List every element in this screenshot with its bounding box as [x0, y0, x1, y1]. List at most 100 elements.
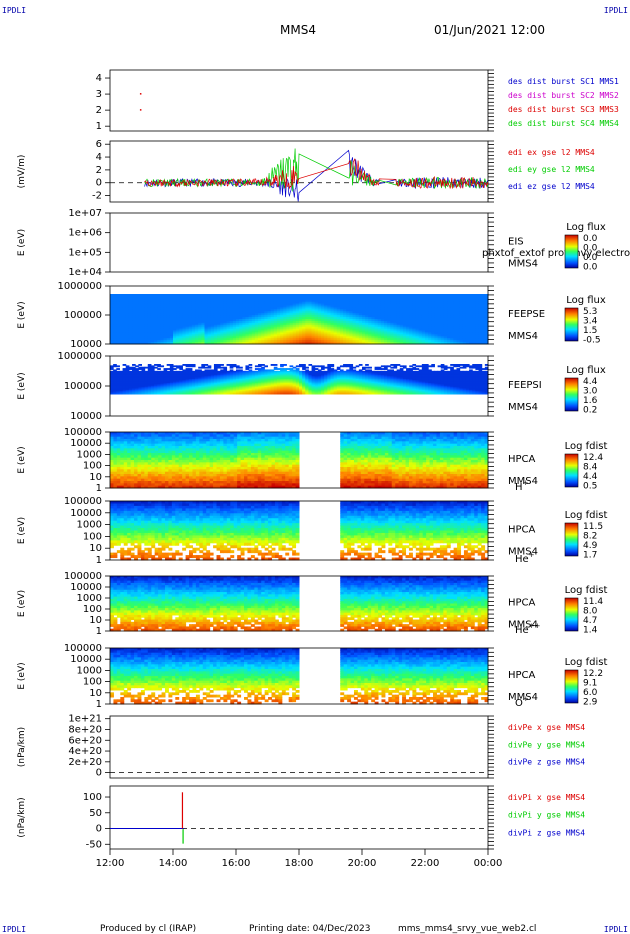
- spectrogram-cell: [308, 297, 313, 301]
- spectrogram-cell: [450, 319, 454, 322]
- spectrogram-cell: [226, 326, 231, 330]
- spectrogram-cell: [150, 320, 155, 324]
- spectrogram-cell: [402, 315, 407, 318]
- spectrogram-cell: [346, 295, 350, 299]
- colorbar-tick-label: 1.5: [583, 326, 597, 336]
- spectrogram-cell: [299, 307, 303, 310]
- spectrogram-cell: [201, 319, 205, 322]
- spectrogram-cell: [456, 330, 461, 333]
- spectrogram-cell: [421, 294, 426, 297]
- spectrogram-cell: [245, 338, 250, 341]
- spectrogram-cell: [308, 324, 313, 328]
- spectrogram-cell: [324, 324, 328, 328]
- spectrogram-cell: [440, 336, 445, 339]
- spectrogram-cell: [258, 294, 262, 297]
- spectrogram-cell: [431, 322, 435, 326]
- spectrogram-cell: [289, 334, 294, 337]
- spectrogram-cell: [377, 332, 382, 335]
- spectrogram-cell: [270, 322, 275, 326]
- spectrogram-cell: [302, 301, 306, 305]
- spectrogram-cell: [456, 295, 461, 299]
- spectrogram-cell: [402, 328, 407, 332]
- spectrogram-cell: [377, 324, 382, 328]
- spectrogram-cell: [343, 338, 347, 341]
- spectrogram-cell: [198, 294, 202, 297]
- spectrogram-cell: [239, 342, 243, 345]
- spectrogram-cell: [374, 368, 379, 370]
- spectrogram-cell: [437, 340, 442, 343]
- spectrogram-cell: [242, 338, 246, 341]
- spectrogram-cell: [188, 322, 193, 326]
- spectrogram-cell: [207, 340, 212, 343]
- spectrogram-cell: [349, 324, 354, 328]
- spectrogram-cell: [128, 372, 133, 375]
- spectrogram-cell: [239, 309, 243, 312]
- spectrogram-cell: [163, 311, 168, 314]
- spectrogram-cell: [475, 330, 480, 333]
- spectrogram-cell: [276, 338, 281, 341]
- spectrogram-cell: [377, 338, 382, 341]
- spectrogram-cell: [154, 305, 158, 308]
- spectrogram-cell: [138, 301, 142, 305]
- spectrogram-cell: [125, 366, 130, 369]
- spectrogram-cell: [135, 322, 139, 326]
- spectrogram-cell: [437, 303, 442, 307]
- spectrogram-cell: [138, 303, 142, 307]
- spectrogram-cell: [116, 387, 120, 390]
- spectrogram-cell: [239, 338, 243, 341]
- spectrogram-cell: [254, 324, 259, 328]
- spectrogram-cell: [349, 322, 354, 326]
- spectrogram-cell: [377, 295, 382, 299]
- spectrogram-cell: [110, 372, 114, 375]
- spectrogram-cell: [402, 311, 407, 314]
- spectrogram-cell: [223, 305, 228, 308]
- spectrogram-cell: [267, 326, 272, 330]
- spectrogram-cell: [217, 313, 221, 316]
- series-line-0: [144, 149, 489, 202]
- spectrogram-cell: [191, 330, 196, 333]
- spectrogram-cell: [138, 374, 142, 377]
- spectrogram-cell: [113, 383, 117, 385]
- spectrogram-cell: [110, 389, 114, 392]
- spectrogram-cell: [295, 338, 300, 341]
- y-tick-label: 1e+06: [68, 228, 102, 239]
- spectrogram-cell: [232, 392, 237, 395]
- spectrogram-cell: [169, 322, 174, 326]
- spectrogram-cell: [308, 315, 313, 318]
- spectrogram-cell: [295, 336, 300, 339]
- spectrogram-cell: [390, 326, 394, 330]
- spectrogram-cell: [349, 328, 354, 332]
- spectrogram-cell: [229, 322, 234, 326]
- spectrogram-cell: [220, 322, 224, 326]
- spectrogram-cell: [440, 340, 445, 343]
- spectrogram-cell: [128, 374, 133, 377]
- spectrogram-cell: [324, 311, 328, 314]
- legend-entry: des dist burst SC2 MMS2: [508, 91, 619, 100]
- spectrogram-cell: [207, 309, 212, 312]
- spectrogram-cell: [166, 303, 171, 307]
- spectrogram-cell: [418, 305, 423, 308]
- y-axis-label: E (eV): [17, 301, 27, 328]
- spectrogram-cell: [295, 326, 300, 330]
- spectrogram-cell: [113, 373, 117, 376]
- spectrogram-cell: [472, 332, 476, 335]
- spectrogram-cell: [135, 324, 139, 328]
- spectrogram-cell: [415, 322, 420, 326]
- spectrogram-cell: [428, 340, 432, 343]
- spectrogram-cell: [346, 320, 350, 324]
- spectrogram-cell: [387, 294, 391, 297]
- spectrogram-cell: [210, 303, 215, 307]
- spectrogram-cell: [163, 334, 168, 337]
- spectrogram-cell: [191, 297, 196, 301]
- spectrogram-cell: [377, 320, 382, 324]
- spectrogram-cell: [447, 330, 451, 333]
- spectrogram-cell: [122, 340, 127, 343]
- spectrogram-cell: [295, 303, 300, 307]
- spectrogram-cell: [286, 307, 291, 310]
- spectrogram-cell: [213, 305, 218, 308]
- spectrogram-cell: [132, 330, 136, 333]
- spectrogram-cell: [349, 338, 354, 341]
- spectrogram-cell: [132, 324, 136, 328]
- spectrogram-cell: [425, 338, 429, 341]
